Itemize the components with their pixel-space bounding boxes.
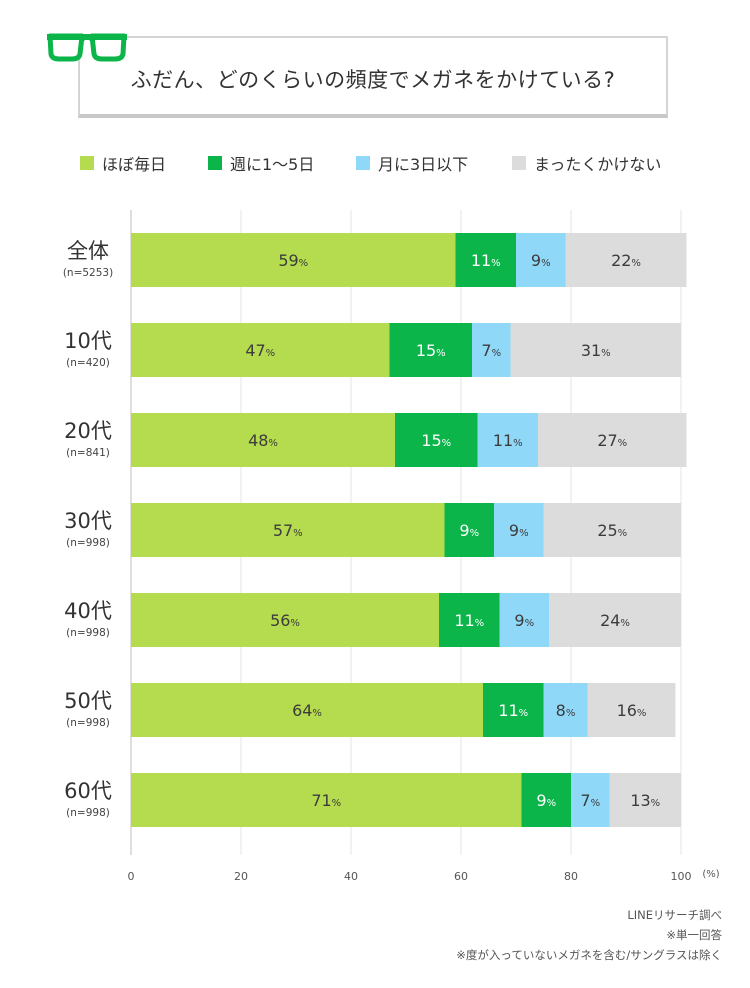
x-tick-label: 60	[454, 870, 468, 883]
data-label: 25%	[597, 521, 627, 540]
data-label: 11%	[454, 611, 484, 630]
glasses-icon	[47, 33, 127, 62]
bar-segment	[521, 773, 571, 827]
bar-segment	[483, 683, 544, 737]
bar-segment	[444, 503, 494, 557]
data-label: 56%	[270, 611, 300, 630]
bar-segment	[131, 503, 445, 557]
data-label: 11%	[493, 431, 523, 450]
sample-size-label: (n=998)	[66, 627, 110, 639]
legend-label: 週に1〜5日	[230, 155, 315, 174]
bar-segment	[439, 593, 500, 647]
data-label: 11%	[471, 251, 501, 270]
bar-segment	[131, 233, 456, 287]
bar-segment	[549, 593, 681, 647]
bar-segment	[131, 323, 390, 377]
data-label: 31%	[581, 341, 611, 360]
bar-segment	[494, 503, 544, 557]
category-label: 30代	[64, 509, 112, 533]
stacked-bar-chart: 0 20 40 60 80 100 (%) 全体 (n=5253) 59% 11% 9% 22% 10代 (…	[63, 210, 720, 883]
legend-swatch	[512, 156, 526, 170]
x-tick-label: 40	[344, 870, 358, 883]
bar-segment	[543, 683, 588, 737]
legend-label: まったくかけない	[534, 155, 662, 174]
data-label: 22%	[611, 251, 641, 270]
data-label: 59%	[278, 251, 308, 270]
bar-segment	[131, 773, 522, 827]
legend-label: ほぼ毎日	[102, 155, 167, 174]
data-label: 13%	[630, 791, 660, 810]
x-tick-label: 80	[564, 870, 578, 883]
bar-segment	[477, 413, 538, 467]
bar-segment	[516, 233, 566, 287]
chart-title: ふだん、どのくらいの頻度でメガネをかけている?	[130, 68, 616, 92]
bar-segment	[472, 323, 511, 377]
category-label: 10代	[64, 329, 112, 353]
data-label: 24%	[600, 611, 630, 630]
bar-segment	[131, 413, 395, 467]
sample-size-label: (n=998)	[66, 807, 110, 819]
x-unit-label: (%)	[702, 869, 719, 880]
data-label: 9%	[531, 251, 551, 270]
data-label: 47%	[245, 341, 275, 360]
legend-swatch	[208, 156, 222, 170]
sample-size-label: (n=998)	[66, 717, 110, 729]
sample-size-label: (n=5253)	[63, 267, 113, 279]
legend-swatch	[356, 156, 370, 170]
data-label: 7%	[481, 341, 501, 360]
legend-label: 月に3日以下	[378, 155, 469, 174]
category-label: 50代	[64, 689, 112, 713]
category-label: 20代	[64, 419, 112, 443]
bar-segment	[131, 593, 439, 647]
data-label: 11%	[498, 701, 528, 720]
legend-item-monthly: 月に3日以下	[356, 152, 468, 174]
data-label: 64%	[292, 701, 322, 720]
bar-segment	[587, 683, 676, 737]
bar-segment	[543, 503, 681, 557]
note-single-answer: ※単一回答	[666, 928, 722, 942]
legend-item-never: まったくかけない	[512, 152, 661, 174]
category-label: 40代	[64, 599, 112, 623]
data-label: 9%	[536, 791, 556, 810]
sample-size-label: (n=420)	[66, 357, 110, 369]
note-source: LINEリサーチ調べ	[627, 908, 722, 922]
x-tick-label: 100	[671, 870, 692, 883]
bar-segment	[609, 773, 681, 827]
data-label: 9%	[509, 521, 529, 540]
category-label: 60代	[64, 779, 112, 803]
bar-segment	[510, 323, 681, 377]
legend-item-weekly: 週に1〜5日	[208, 152, 314, 174]
bar-segment	[395, 413, 478, 467]
data-label: 71%	[311, 791, 341, 810]
bar-segment	[389, 323, 472, 377]
category-label: 全体	[67, 239, 109, 263]
bar-segment	[455, 233, 516, 287]
sample-size-label: (n=841)	[66, 447, 110, 459]
bar-segment	[131, 683, 483, 737]
bar-segment	[499, 593, 549, 647]
legend-item-daily: ほぼ毎日	[80, 152, 166, 174]
legend-swatch	[80, 156, 94, 170]
notes: LINEリサーチ調べ ※単一回答 ※度が入っていないメガネを含む/サングラスは除…	[456, 905, 722, 965]
bar-segment	[571, 773, 610, 827]
data-label: 27%	[597, 431, 627, 450]
data-label: 16%	[617, 701, 647, 720]
data-label: 7%	[580, 791, 600, 810]
data-label: 15%	[416, 341, 446, 360]
data-label: 9%	[514, 611, 534, 630]
data-label: 57%	[273, 521, 303, 540]
note-exclusion: ※度が入っていないメガネを含む/サングラスは除く	[456, 948, 722, 962]
x-tick-label: 20	[234, 870, 248, 883]
data-label: 9%	[459, 521, 479, 540]
bar-segment	[565, 233, 687, 287]
x-tick-label: 0	[128, 870, 135, 883]
data-label: 48%	[248, 431, 278, 450]
data-label: 15%	[421, 431, 451, 450]
title-box: ふだん、どのくらいの頻度でメガネをかけている?	[78, 36, 668, 118]
data-label: 8%	[556, 701, 576, 720]
sample-size-label: (n=998)	[66, 537, 110, 549]
bar-segment	[538, 413, 687, 467]
